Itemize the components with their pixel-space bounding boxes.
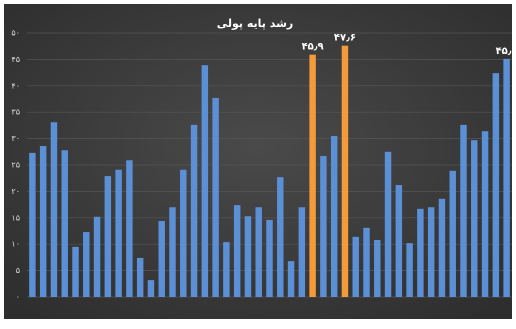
bar	[384, 151, 392, 297]
bar	[277, 177, 284, 297]
bar	[83, 232, 90, 297]
bar	[471, 140, 478, 297]
bar	[266, 219, 273, 297]
bar	[341, 45, 349, 298]
bar	[39, 145, 47, 297]
bar	[374, 239, 381, 297]
bar	[180, 169, 187, 297]
bar	[201, 65, 209, 297]
bar	[255, 207, 262, 297]
chart-title: رشد پایه پولی	[217, 17, 294, 30]
bar	[223, 242, 230, 297]
bar	[492, 73, 500, 298]
bar	[503, 58, 510, 297]
bar	[309, 54, 316, 298]
bar	[169, 207, 176, 297]
y-tick-label: ۴۰	[11, 81, 20, 90]
y-tick-label: ۱۵	[11, 213, 20, 222]
bar	[29, 152, 36, 297]
bar	[61, 150, 68, 297]
y-tick-label: ۲۵	[11, 161, 20, 170]
bar	[104, 176, 112, 297]
bar	[115, 169, 122, 297]
bar	[287, 261, 295, 297]
y-tick-label: ۰	[16, 293, 20, 302]
bar	[395, 185, 403, 297]
bar	[147, 280, 155, 297]
bar	[406, 243, 413, 297]
bar	[363, 227, 370, 297]
bar	[298, 207, 306, 297]
y-tick-label: ۳۰	[11, 134, 20, 143]
bar	[50, 122, 58, 298]
bar	[93, 216, 101, 297]
y-tick-label: ۵	[16, 266, 20, 275]
bar	[233, 205, 241, 297]
bar	[330, 135, 338, 297]
bar	[72, 246, 79, 297]
bar	[190, 124, 198, 297]
bar	[438, 198, 446, 297]
y-tick-label: ۱۰	[11, 240, 20, 249]
value-label: ۴۵٫۹	[302, 42, 324, 53]
y-tick-label: ۳۵	[11, 108, 20, 117]
y-tick-label: ۴۵	[11, 55, 20, 64]
y-tick-label: ۵۰	[11, 29, 20, 38]
bar	[449, 170, 456, 297]
bar	[136, 257, 144, 297]
bar	[427, 207, 435, 297]
bar	[460, 124, 467, 297]
bar	[481, 131, 489, 297]
bar	[352, 236, 359, 297]
value-label: ۴۷٫۶	[334, 33, 356, 44]
bar	[320, 156, 327, 297]
bar	[158, 220, 165, 297]
bar	[244, 216, 252, 297]
bar	[417, 208, 424, 297]
bar	[126, 160, 133, 297]
y-tick-label: ۲۰	[11, 187, 20, 196]
value-label: ۴۵٫۱	[496, 46, 516, 57]
bar	[212, 97, 219, 297]
